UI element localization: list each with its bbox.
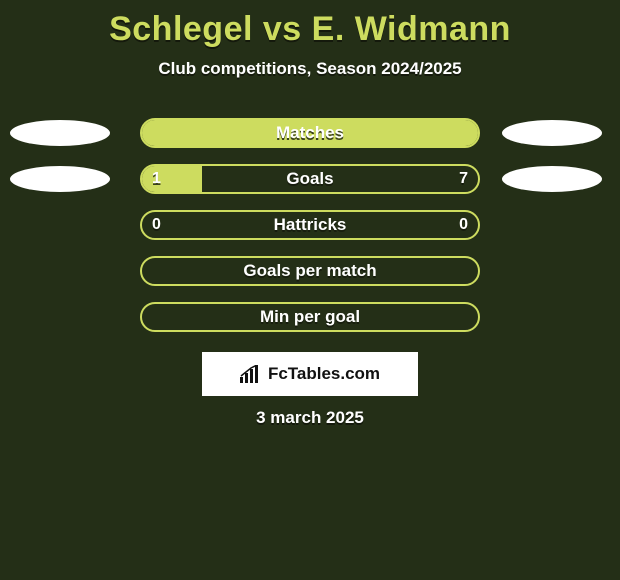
player-left-marker: [10, 166, 110, 192]
page-title: Schlegel vs E. Widmann: [0, 0, 620, 49]
player-right-marker: [502, 120, 602, 146]
stat-value-right: 0: [449, 212, 478, 238]
stat-row: Hattricks0 0: [0, 210, 620, 240]
bar-chart-icon: [240, 365, 262, 383]
stat-bar: Goals17: [140, 164, 480, 194]
date-text: 3 march 2025: [0, 408, 620, 428]
stat-row: Matches: [0, 118, 620, 148]
player-right-marker: [502, 166, 602, 192]
stat-bar: Matches: [140, 118, 480, 148]
brand-text: FcTables.com: [268, 364, 380, 384]
stat-value-right: 7: [449, 166, 478, 192]
stat-row: Goals per match: [0, 256, 620, 286]
stat-label: Min per goal: [142, 304, 478, 330]
stat-bar: Min per goal: [140, 302, 480, 332]
stat-row: Min per goal: [0, 302, 620, 332]
stat-label: Goals per match: [142, 258, 478, 284]
stat-bar-fill-left: [142, 120, 478, 146]
comparison-chart: MatchesGoals17Hattricks00Goals per match…: [0, 118, 620, 348]
stat-value-left: 1: [142, 166, 171, 192]
stat-bar: Goals per match: [140, 256, 480, 286]
brand-box: FcTables.com: [202, 352, 418, 396]
player-left-marker: [10, 120, 110, 146]
stat-bar: Hattricks0 0: [140, 210, 480, 240]
stat-label: Hattricks: [142, 212, 478, 238]
page-subtitle: Club competitions, Season 2024/2025: [0, 59, 620, 79]
stat-value-left: 0: [142, 212, 171, 238]
stat-row: Goals17: [0, 164, 620, 194]
